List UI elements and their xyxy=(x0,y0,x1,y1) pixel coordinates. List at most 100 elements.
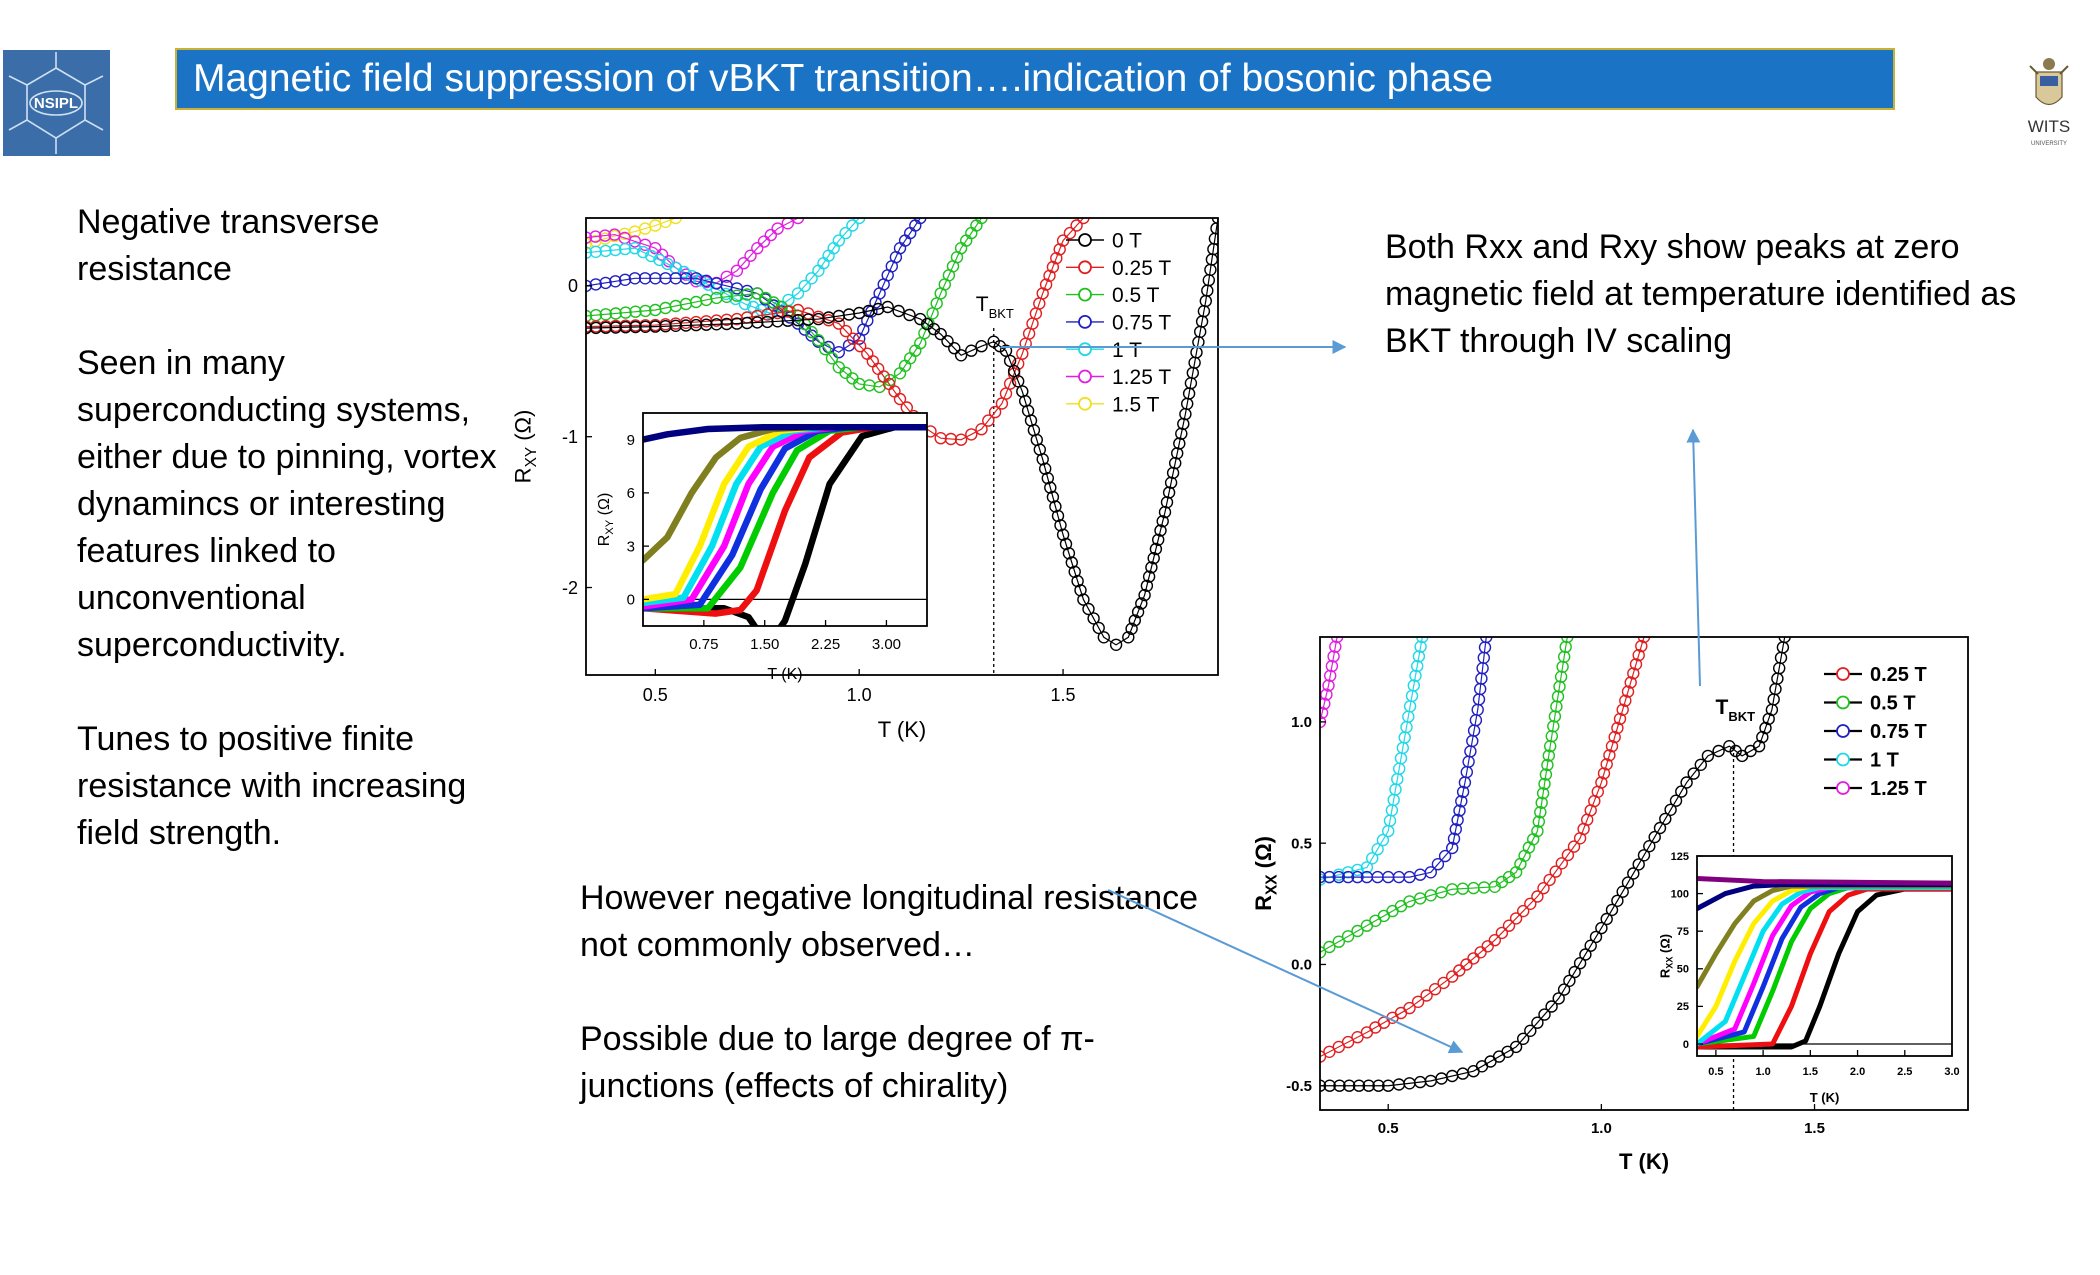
rxx-main-point xyxy=(1551,690,1565,703)
rxx-main-point xyxy=(1495,926,1509,940)
rxx-main-point xyxy=(1531,1016,1544,1029)
rxy-main-ylabel-sub: XY xyxy=(523,447,540,468)
rxx-main-point xyxy=(1420,989,1433,1002)
rxy-main-point xyxy=(1162,486,1176,499)
rxy-main-point xyxy=(589,278,602,291)
rxx-main-ytick-label: 1.0 xyxy=(1291,714,1312,731)
rxx-main-point xyxy=(1648,830,1661,844)
rxy-main-legend-label: 0.75 T xyxy=(1112,311,1171,334)
nsipl-logo-text: NSIPL xyxy=(34,95,78,112)
rxy-main-point xyxy=(761,315,774,329)
rxy-main-point xyxy=(805,272,818,285)
rxy-inset-series-black xyxy=(643,423,927,626)
rxx-main-point xyxy=(1557,650,1571,663)
rxy-main-legend-marker xyxy=(1078,260,1092,275)
rxx-main-point xyxy=(1509,1040,1523,1054)
rxx-main-point xyxy=(1416,637,1429,644)
rxy-main-point xyxy=(1131,605,1145,619)
rxy-main-point xyxy=(934,327,947,341)
rxx-main-point xyxy=(1619,694,1632,707)
rxx-main-tbkt-sub: BKT xyxy=(1728,709,1755,724)
rxx-main-point xyxy=(1488,934,1502,947)
rxx-inset-frame xyxy=(1696,855,1953,1057)
rxx-main-point xyxy=(1352,1079,1366,1092)
rxy-main-point xyxy=(798,279,811,293)
rxx-main-point xyxy=(1600,758,1613,771)
rxy-main-point xyxy=(589,230,602,243)
rxx-main-point xyxy=(1524,1024,1537,1038)
rxx-main-legend: 0.25 T 0.5 T 0.75 T 1 T 1.25 T xyxy=(1824,664,1927,800)
rxx-main-point xyxy=(1320,706,1329,719)
rxy-main-point xyxy=(954,349,968,362)
rxy-main-point xyxy=(1158,505,1172,519)
rxy-main-point xyxy=(1147,552,1160,565)
rxy-main-point xyxy=(1063,226,1077,240)
rxy-main-point xyxy=(975,423,988,436)
rxy-main-point xyxy=(1151,533,1165,546)
rxx-main-legend-marker xyxy=(1836,667,1850,681)
rxx-main-point xyxy=(1332,935,1346,948)
rxy-main-point xyxy=(589,245,602,259)
rxy-inset-frame xyxy=(642,412,928,627)
rxy-main-connector xyxy=(586,218,1218,646)
rxx-main-point xyxy=(1547,720,1560,733)
rxy-main-point xyxy=(1039,278,1053,291)
rxy-main-point xyxy=(639,320,652,333)
rxy-main-point xyxy=(720,270,733,283)
rxx-main-point xyxy=(1516,904,1530,918)
rxy-main-point xyxy=(846,219,859,232)
rxy-main-point xyxy=(679,319,693,332)
rxy-inset-series-navy xyxy=(643,423,927,443)
rxy-main-point xyxy=(1007,364,1021,378)
note-pi-junctions: Possible due to large degree of π-juncti… xyxy=(580,1020,1095,1105)
rxx-main-point xyxy=(1320,688,1333,701)
note-seen-in-many: Seen in many superconducting systems, ei… xyxy=(77,344,497,664)
rxx-main-point xyxy=(1341,870,1355,884)
rxx-main-point xyxy=(1557,983,1571,996)
rxx-main-point xyxy=(1543,873,1556,887)
rxy-main-point xyxy=(629,305,642,318)
rxy-main-point xyxy=(659,320,672,333)
rxx-main-xlabel: T (K) xyxy=(1619,1149,1669,1174)
rxx-inset-series-red xyxy=(1697,886,1952,1050)
rxx-main-xtick-label: 1.5 xyxy=(1804,1120,1825,1137)
rxy-main-point xyxy=(1145,561,1158,574)
rxx-inset-series-purple xyxy=(1697,876,1952,886)
rxy-main-point xyxy=(1082,602,1095,616)
rxx-main-point xyxy=(1535,796,1548,809)
rxy-main-point xyxy=(586,231,593,244)
rxy-inset-xlabel: T (K) xyxy=(767,666,802,683)
rxx-main-point xyxy=(1567,840,1581,853)
rxy-main-point xyxy=(1160,496,1174,509)
rxy-main-point xyxy=(1074,584,1087,597)
rxy-main-point xyxy=(609,243,622,257)
rxx-main-point xyxy=(1411,995,1425,1008)
nsipl-logo: NSIPL xyxy=(3,50,110,156)
rxx-main-point xyxy=(1451,813,1464,827)
rxy-main-legend-label: 0.5 T xyxy=(1112,284,1160,307)
rxy-main-point xyxy=(839,226,852,240)
rxx-main-point xyxy=(1613,712,1627,726)
rxy-main-point xyxy=(1054,519,1067,532)
rxy-main-series-0-T xyxy=(586,218,1218,651)
rxx-main-point xyxy=(1531,824,1544,838)
rxx-main-point xyxy=(1341,930,1355,943)
rxy-main-point xyxy=(914,218,927,225)
rxy-main-point xyxy=(1038,462,1052,475)
rxx-main-point xyxy=(1632,649,1645,662)
rxx-main-point xyxy=(1428,983,1442,996)
rxx-main-point xyxy=(1330,637,1344,644)
rxx-inset-ylabel-main: R xyxy=(1657,968,1672,978)
rxx-main-point xyxy=(1342,1079,1356,1092)
rxx-main-point xyxy=(1568,965,1581,979)
rxx-main-point xyxy=(1341,1035,1355,1049)
rxy-main-point xyxy=(1109,638,1123,651)
rxy-main-point xyxy=(1053,243,1066,256)
rxx-main-point xyxy=(1437,976,1450,990)
rxy-main-point xyxy=(791,314,805,327)
rxy-main-tbkt-main: T xyxy=(976,293,989,316)
rxy-main-connector xyxy=(586,218,799,284)
rxy-main-point xyxy=(975,218,988,225)
rxy-main-point xyxy=(689,318,703,332)
rxy-main-point xyxy=(1142,570,1156,583)
